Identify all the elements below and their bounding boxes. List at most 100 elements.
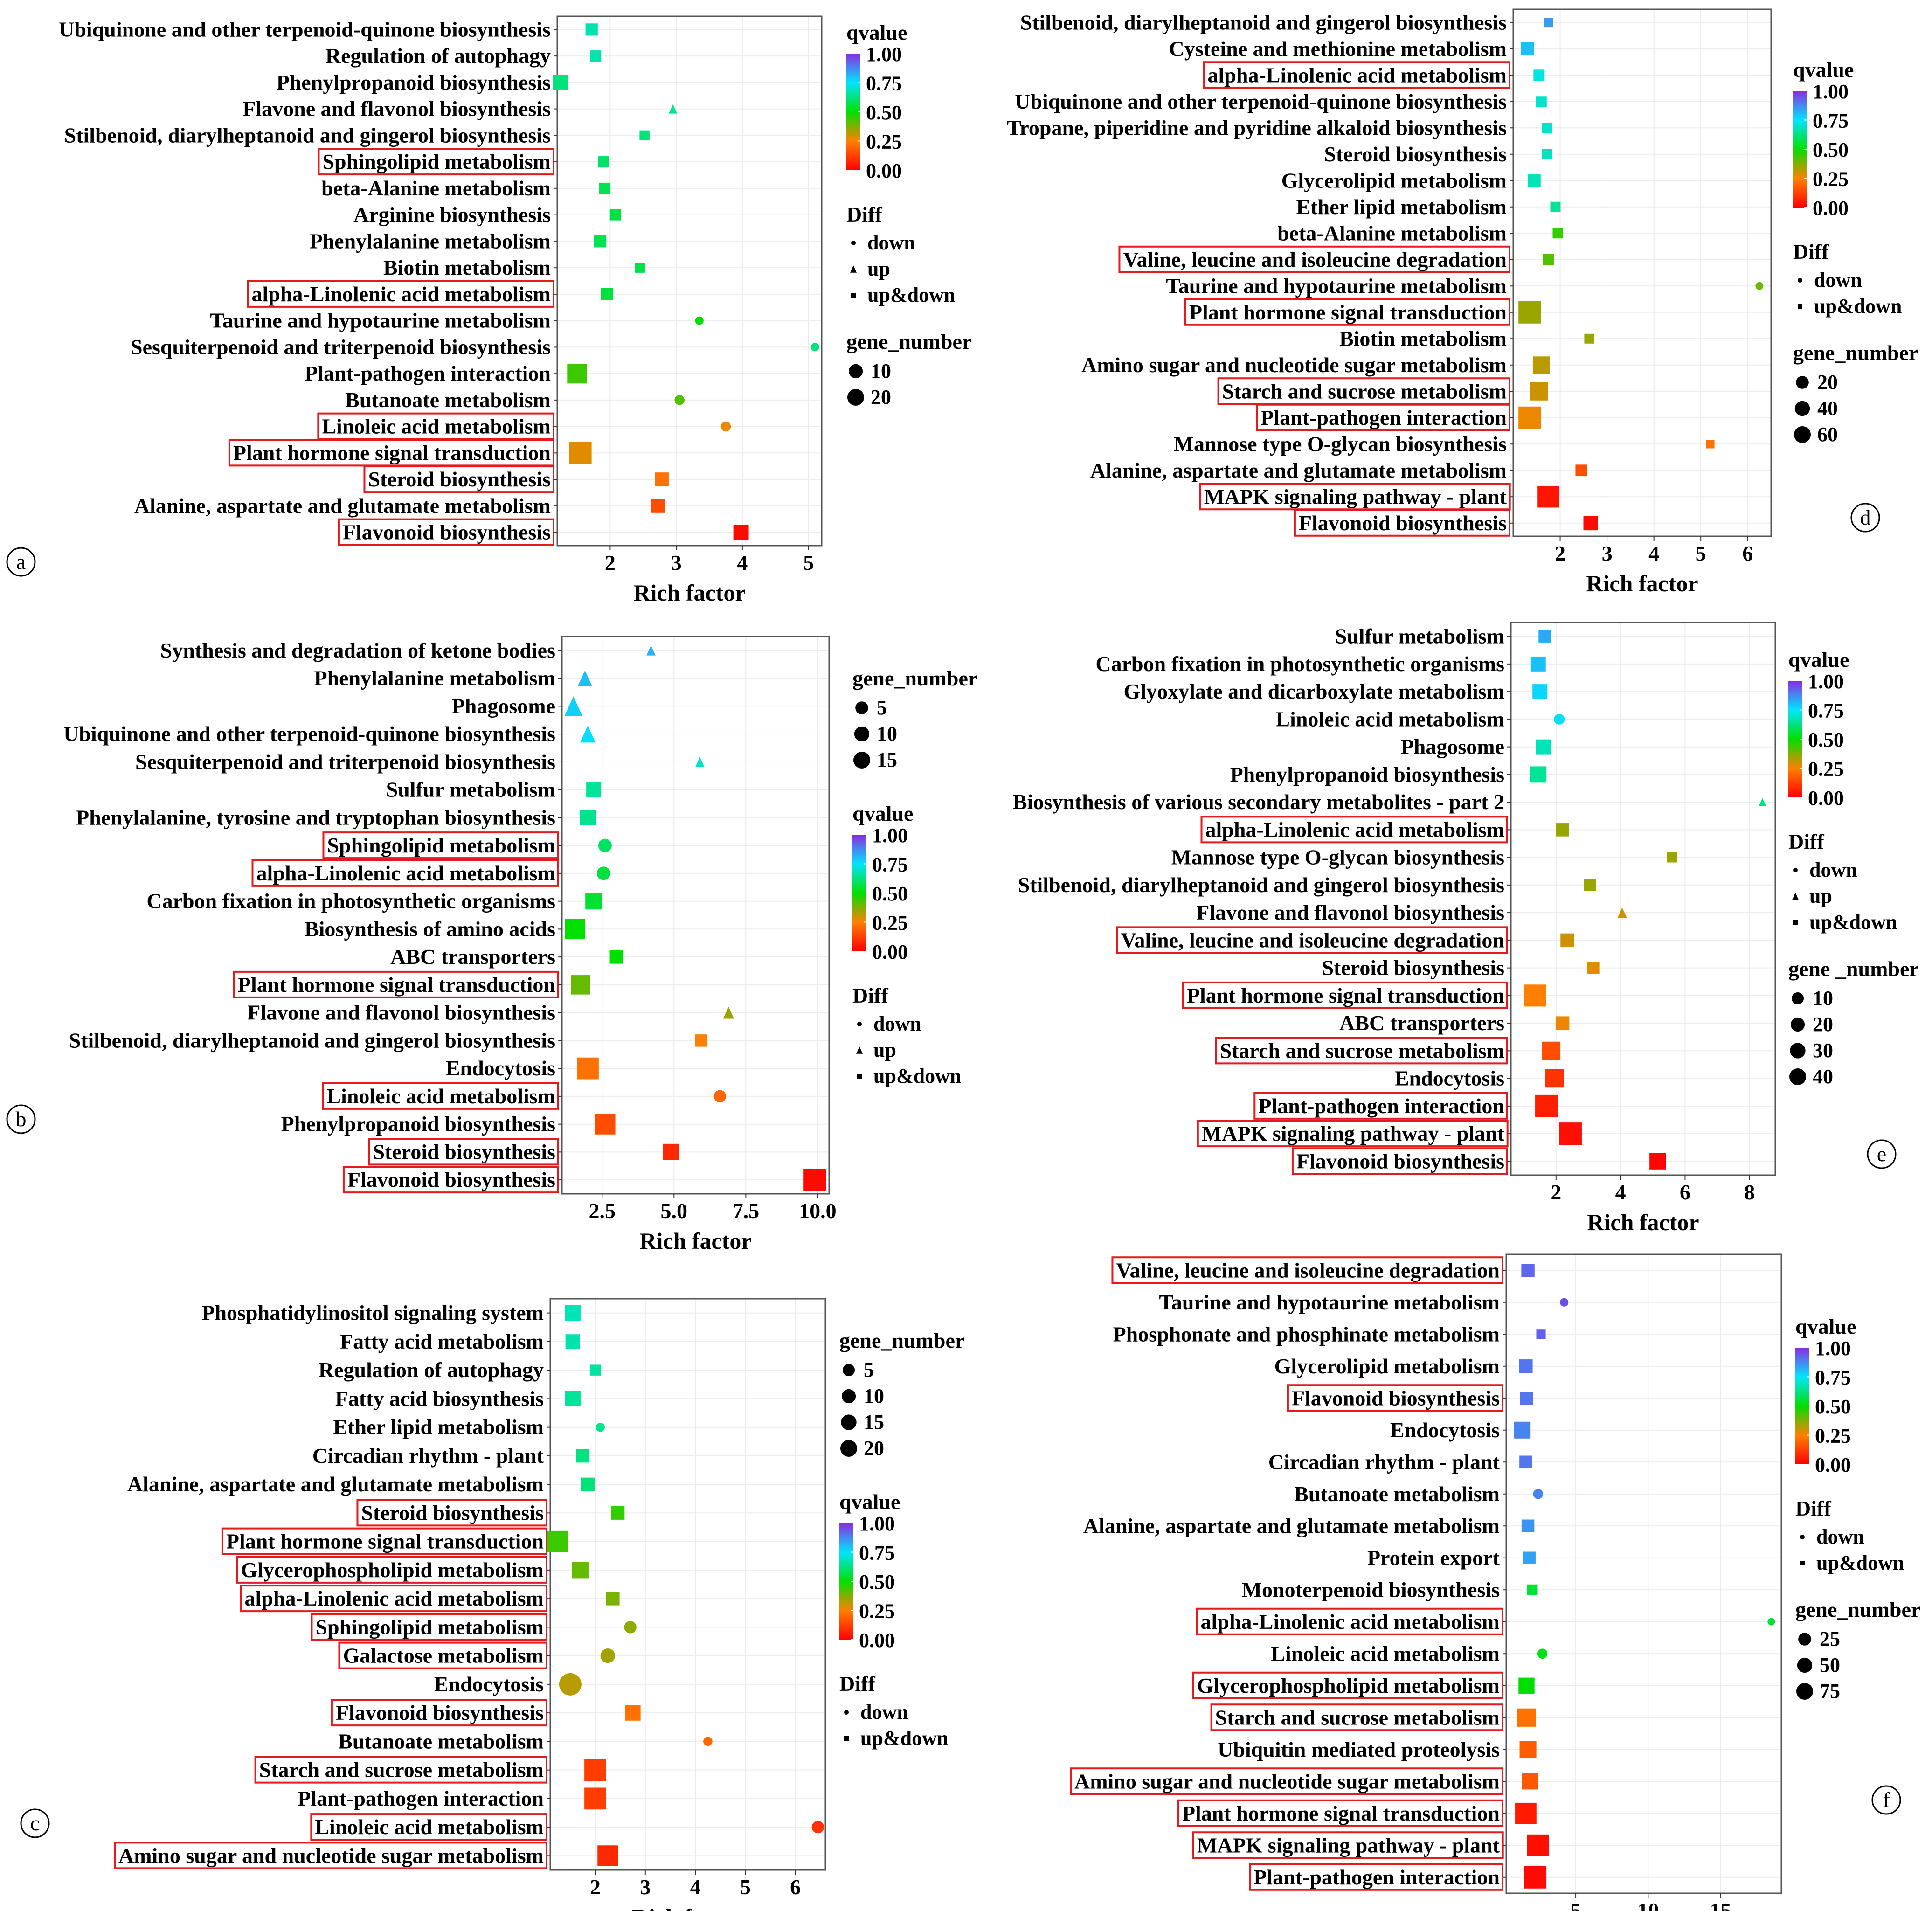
data-point (565, 1334, 580, 1349)
legend-gene-title: gene_number (846, 330, 971, 353)
pathway-label: beta-Alanine metabolism (1277, 221, 1507, 245)
data-point (1552, 228, 1563, 239)
pathway-label: Regulation of autophagy (319, 1358, 544, 1382)
colorbar-tick-label: 0.75 (1815, 1366, 1851, 1389)
pathway-label: Ether lipid metabolism (1296, 195, 1507, 219)
legend-size-label: 50 (1820, 1654, 1840, 1676)
pathway-label: Flavonoid biosynthesis (1292, 1386, 1500, 1410)
data-point (1536, 1329, 1546, 1339)
pathway-label: Amino sugar and nucleotide sugar metabol… (1074, 1769, 1500, 1793)
data-point (1518, 406, 1541, 429)
pathway-label: Flavone and flavonol biosynthesis (247, 1001, 555, 1025)
plot-frame (1512, 8, 1772, 537)
legend-size-label: 40 (1813, 1065, 1833, 1088)
legend-diff-title: Diff (839, 1672, 875, 1696)
pathway-label: Circadian rhythm - plant (312, 1444, 544, 1468)
data-point (1560, 1298, 1569, 1307)
data-point (597, 1845, 618, 1866)
data-point (1533, 1489, 1544, 1499)
data-point (567, 363, 587, 384)
legend-size-dot (1794, 401, 1810, 416)
pathway-label: Linoleic acid metabolism (1275, 707, 1504, 731)
pathway-label: Steroid biosynthesis (1322, 956, 1504, 980)
data-point (1584, 879, 1596, 891)
panel-tag-circle (1867, 1139, 1897, 1169)
pathway-label: Flavonoid biosynthesis (347, 1168, 555, 1191)
pathway-label: alpha-Linolenic acid metabolism (1201, 1610, 1500, 1634)
legend-diff-item: down (860, 1701, 908, 1724)
data-point (1759, 798, 1766, 806)
legend-diff-title: Diff (852, 983, 888, 1007)
pathway-label: Plant hormone signal transduction (226, 1530, 544, 1553)
legend-size-label: 5 (877, 696, 887, 719)
data-point (1536, 739, 1551, 755)
x-tick-label: 8 (1744, 1180, 1755, 1204)
data-point (1535, 1094, 1558, 1117)
data-point (1530, 382, 1548, 401)
pathway-label: Sulfur metabolism (1335, 624, 1504, 648)
pathway-label: alpha-Linolenic acid metabolism (256, 861, 555, 885)
data-point (1583, 516, 1598, 531)
data-point (572, 1562, 589, 1579)
data-point (703, 1737, 713, 1746)
data-point (1519, 1359, 1533, 1373)
pathway-label: Stilbenoid, diarylheptanoid and gingerol… (1020, 10, 1507, 34)
data-point (569, 442, 592, 464)
legend-qvalue-title: qvalue (1793, 58, 1854, 82)
data-point (1767, 1618, 1775, 1626)
panel-tag-circle (20, 1808, 50, 1838)
legend-size-dot (848, 364, 863, 379)
data-point (598, 156, 609, 168)
data-point (585, 893, 602, 910)
colorbar-tick-label: 0.00 (866, 159, 902, 182)
data-point (571, 975, 590, 995)
pathway-label: ABC transporters (1339, 1011, 1504, 1035)
data-point (1545, 1069, 1564, 1088)
pathway-label: Phagosome (452, 694, 555, 718)
colorbar-tick-label: 0.75 (866, 72, 902, 95)
pathway-label: Flavonoid biosynthesis (1299, 511, 1507, 535)
colorbar-tick-label: 0.50 (866, 101, 902, 124)
data-point (1527, 1834, 1549, 1856)
data-point (1518, 301, 1541, 324)
panel-f: Valine, leucine and isoleucine degradati… (1069, 1253, 1920, 1911)
plot-area (562, 637, 829, 1194)
pathway-label: Ether lipid metabolism (333, 1415, 544, 1439)
pathway-label: Plant hormone signal transduction (1189, 300, 1507, 324)
pathway-label: Linoleic acid metabolism (315, 1815, 544, 1839)
plot-frame (549, 1298, 826, 1871)
panel-tag: e (1877, 1142, 1886, 1166)
x-tick-label: 3 (671, 551, 682, 575)
panel-a: Ubiquinone and other terpenoid-quinone b… (6, 15, 971, 606)
legend-size-label: 10 (871, 360, 891, 382)
pathway-label: Alanine, aspartate and glutamate metabol… (1090, 458, 1507, 482)
data-point (1575, 464, 1587, 477)
legend-size-label: 10 (864, 1385, 884, 1407)
data-point (651, 499, 665, 513)
pathway-label: Steroid biosynthesis (373, 1140, 555, 1163)
pathway-label: Butanoate metabolism (338, 1729, 544, 1753)
legend-size-dot (1798, 1633, 1811, 1646)
legend-size-label: 40 (1817, 397, 1838, 420)
legend-size-label: 15 (877, 748, 897, 771)
pathway-label: Monoterpenoid biosynthesis (1242, 1578, 1500, 1601)
data-point (811, 1821, 824, 1834)
legend-qvalue-title: qvalue (1795, 1315, 1856, 1338)
data-point (590, 50, 602, 62)
pathway-label: Alanine, aspartate and glutamate metabol… (134, 494, 551, 518)
data-point (1520, 42, 1534, 55)
data-point (635, 263, 645, 273)
colorbar-tick-label: 0.50 (872, 882, 908, 905)
pathway-label: Plant-pathogen interaction (1258, 1094, 1504, 1118)
data-point (1536, 96, 1547, 107)
panel-c: Phosphatidylinositol signaling system Fat… (20, 1298, 964, 1911)
data-point (565, 919, 585, 939)
pathway-label: Plant hormone signal transduction (1182, 1801, 1500, 1825)
legend-size-label: 20 (871, 386, 891, 409)
x-tick-label: 6 (1680, 1180, 1690, 1204)
colorbar-tick-label: 0.50 (1808, 728, 1844, 751)
pathway-label: Alanine, aspartate and glutamate metabol… (1083, 1514, 1500, 1537)
legend-size-dot (1792, 992, 1804, 1004)
legend-size-dot (1790, 1043, 1806, 1059)
